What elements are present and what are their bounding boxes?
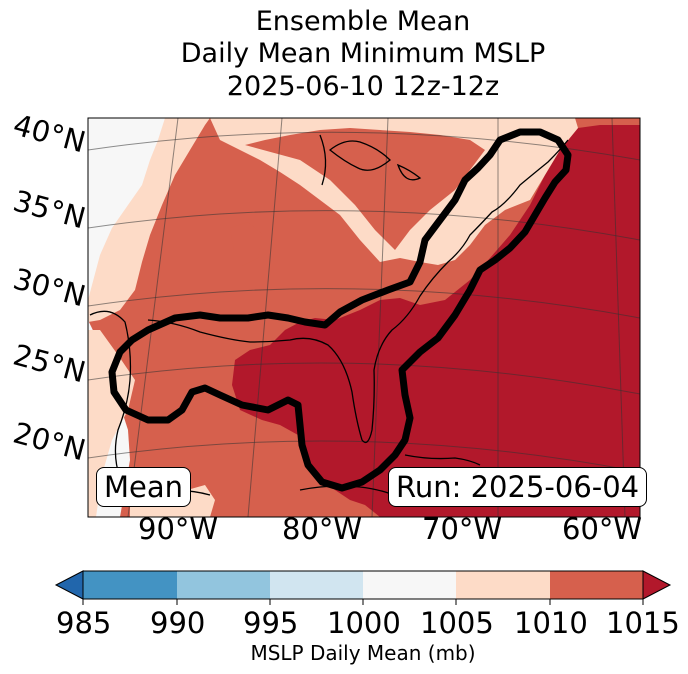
- colorbar: [54, 570, 672, 605]
- pressure-field-1000-1005: [88, 118, 165, 300]
- map-frame: [87, 117, 641, 518]
- colorbar-bin: [270, 571, 363, 599]
- colorbar-tick-1000: 1000: [327, 606, 401, 640]
- colorbar-tick-985: 985: [56, 606, 112, 640]
- colorbar-label: MSLP Daily Mean (mb): [250, 641, 476, 665]
- colorbar-bin: [83, 571, 177, 599]
- colorbar-bin: [456, 571, 550, 599]
- colorbar-tick-990: 990: [150, 606, 206, 640]
- pressure-field-1010-1015-inland: [245, 128, 485, 250]
- colorbar-bin: [363, 571, 456, 599]
- colorbar-extend-high: [642, 570, 672, 600]
- colorbar-tick-1015: 1015: [606, 606, 680, 640]
- lon-label-80w: 80°W: [282, 512, 363, 546]
- pressure-field-patch: [230, 222, 262, 266]
- pressure-field-1010-1015: [88, 118, 640, 517]
- lon-label-90w: 90°W: [138, 512, 219, 546]
- colorbar-tick-1010: 1010: [514, 606, 588, 640]
- colorbar-tick-1005: 1005: [420, 606, 494, 640]
- title-line-2: Daily Mean Minimum MSLP: [180, 38, 546, 69]
- colorbar-bin: [550, 571, 643, 599]
- contour-outline: [108, 128, 572, 492]
- lon-label-60w: 60°W: [562, 512, 643, 546]
- colorbar-extend-low: [54, 570, 84, 600]
- lon-label-70w: 70°W: [422, 512, 503, 546]
- colorbar-tick-995: 995: [243, 606, 299, 640]
- run-date-label-box: Run: 2025-06-04: [388, 467, 648, 507]
- mean-label-box: Mean: [96, 467, 192, 507]
- map-canvas: [88, 118, 640, 517]
- colorbar-bin: [177, 571, 270, 599]
- title-line-1: Ensemble Mean: [255, 6, 471, 37]
- title-line-3: 2025-06-10 12z-12z: [226, 71, 500, 102]
